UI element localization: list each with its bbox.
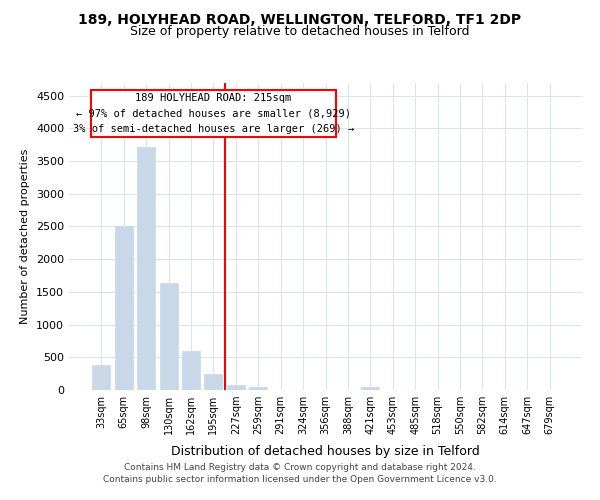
Bar <box>160 282 178 390</box>
Bar <box>182 350 200 390</box>
Bar <box>115 226 133 390</box>
Text: 189 HOLYHEAD ROAD: 215sqm
← 97% of detached houses are smaller (8,929)
3% of sem: 189 HOLYHEAD ROAD: 215sqm ← 97% of detac… <box>73 93 354 134</box>
X-axis label: Distribution of detached houses by size in Telford: Distribution of detached houses by size … <box>171 446 480 458</box>
Bar <box>205 374 223 390</box>
Bar <box>227 385 245 390</box>
Bar <box>361 388 379 390</box>
Bar <box>137 146 155 390</box>
Text: 189, HOLYHEAD ROAD, WELLINGTON, TELFORD, TF1 2DP: 189, HOLYHEAD ROAD, WELLINGTON, TELFORD,… <box>79 12 521 26</box>
Y-axis label: Number of detached properties: Number of detached properties <box>20 148 31 324</box>
Bar <box>249 386 267 390</box>
Text: Contains HM Land Registry data © Crown copyright and database right 2024.: Contains HM Land Registry data © Crown c… <box>124 462 476 471</box>
FancyBboxPatch shape <box>91 90 335 137</box>
Bar <box>92 365 110 390</box>
Text: Contains public sector information licensed under the Open Government Licence v3: Contains public sector information licen… <box>103 475 497 484</box>
Text: Size of property relative to detached houses in Telford: Size of property relative to detached ho… <box>130 25 470 38</box>
